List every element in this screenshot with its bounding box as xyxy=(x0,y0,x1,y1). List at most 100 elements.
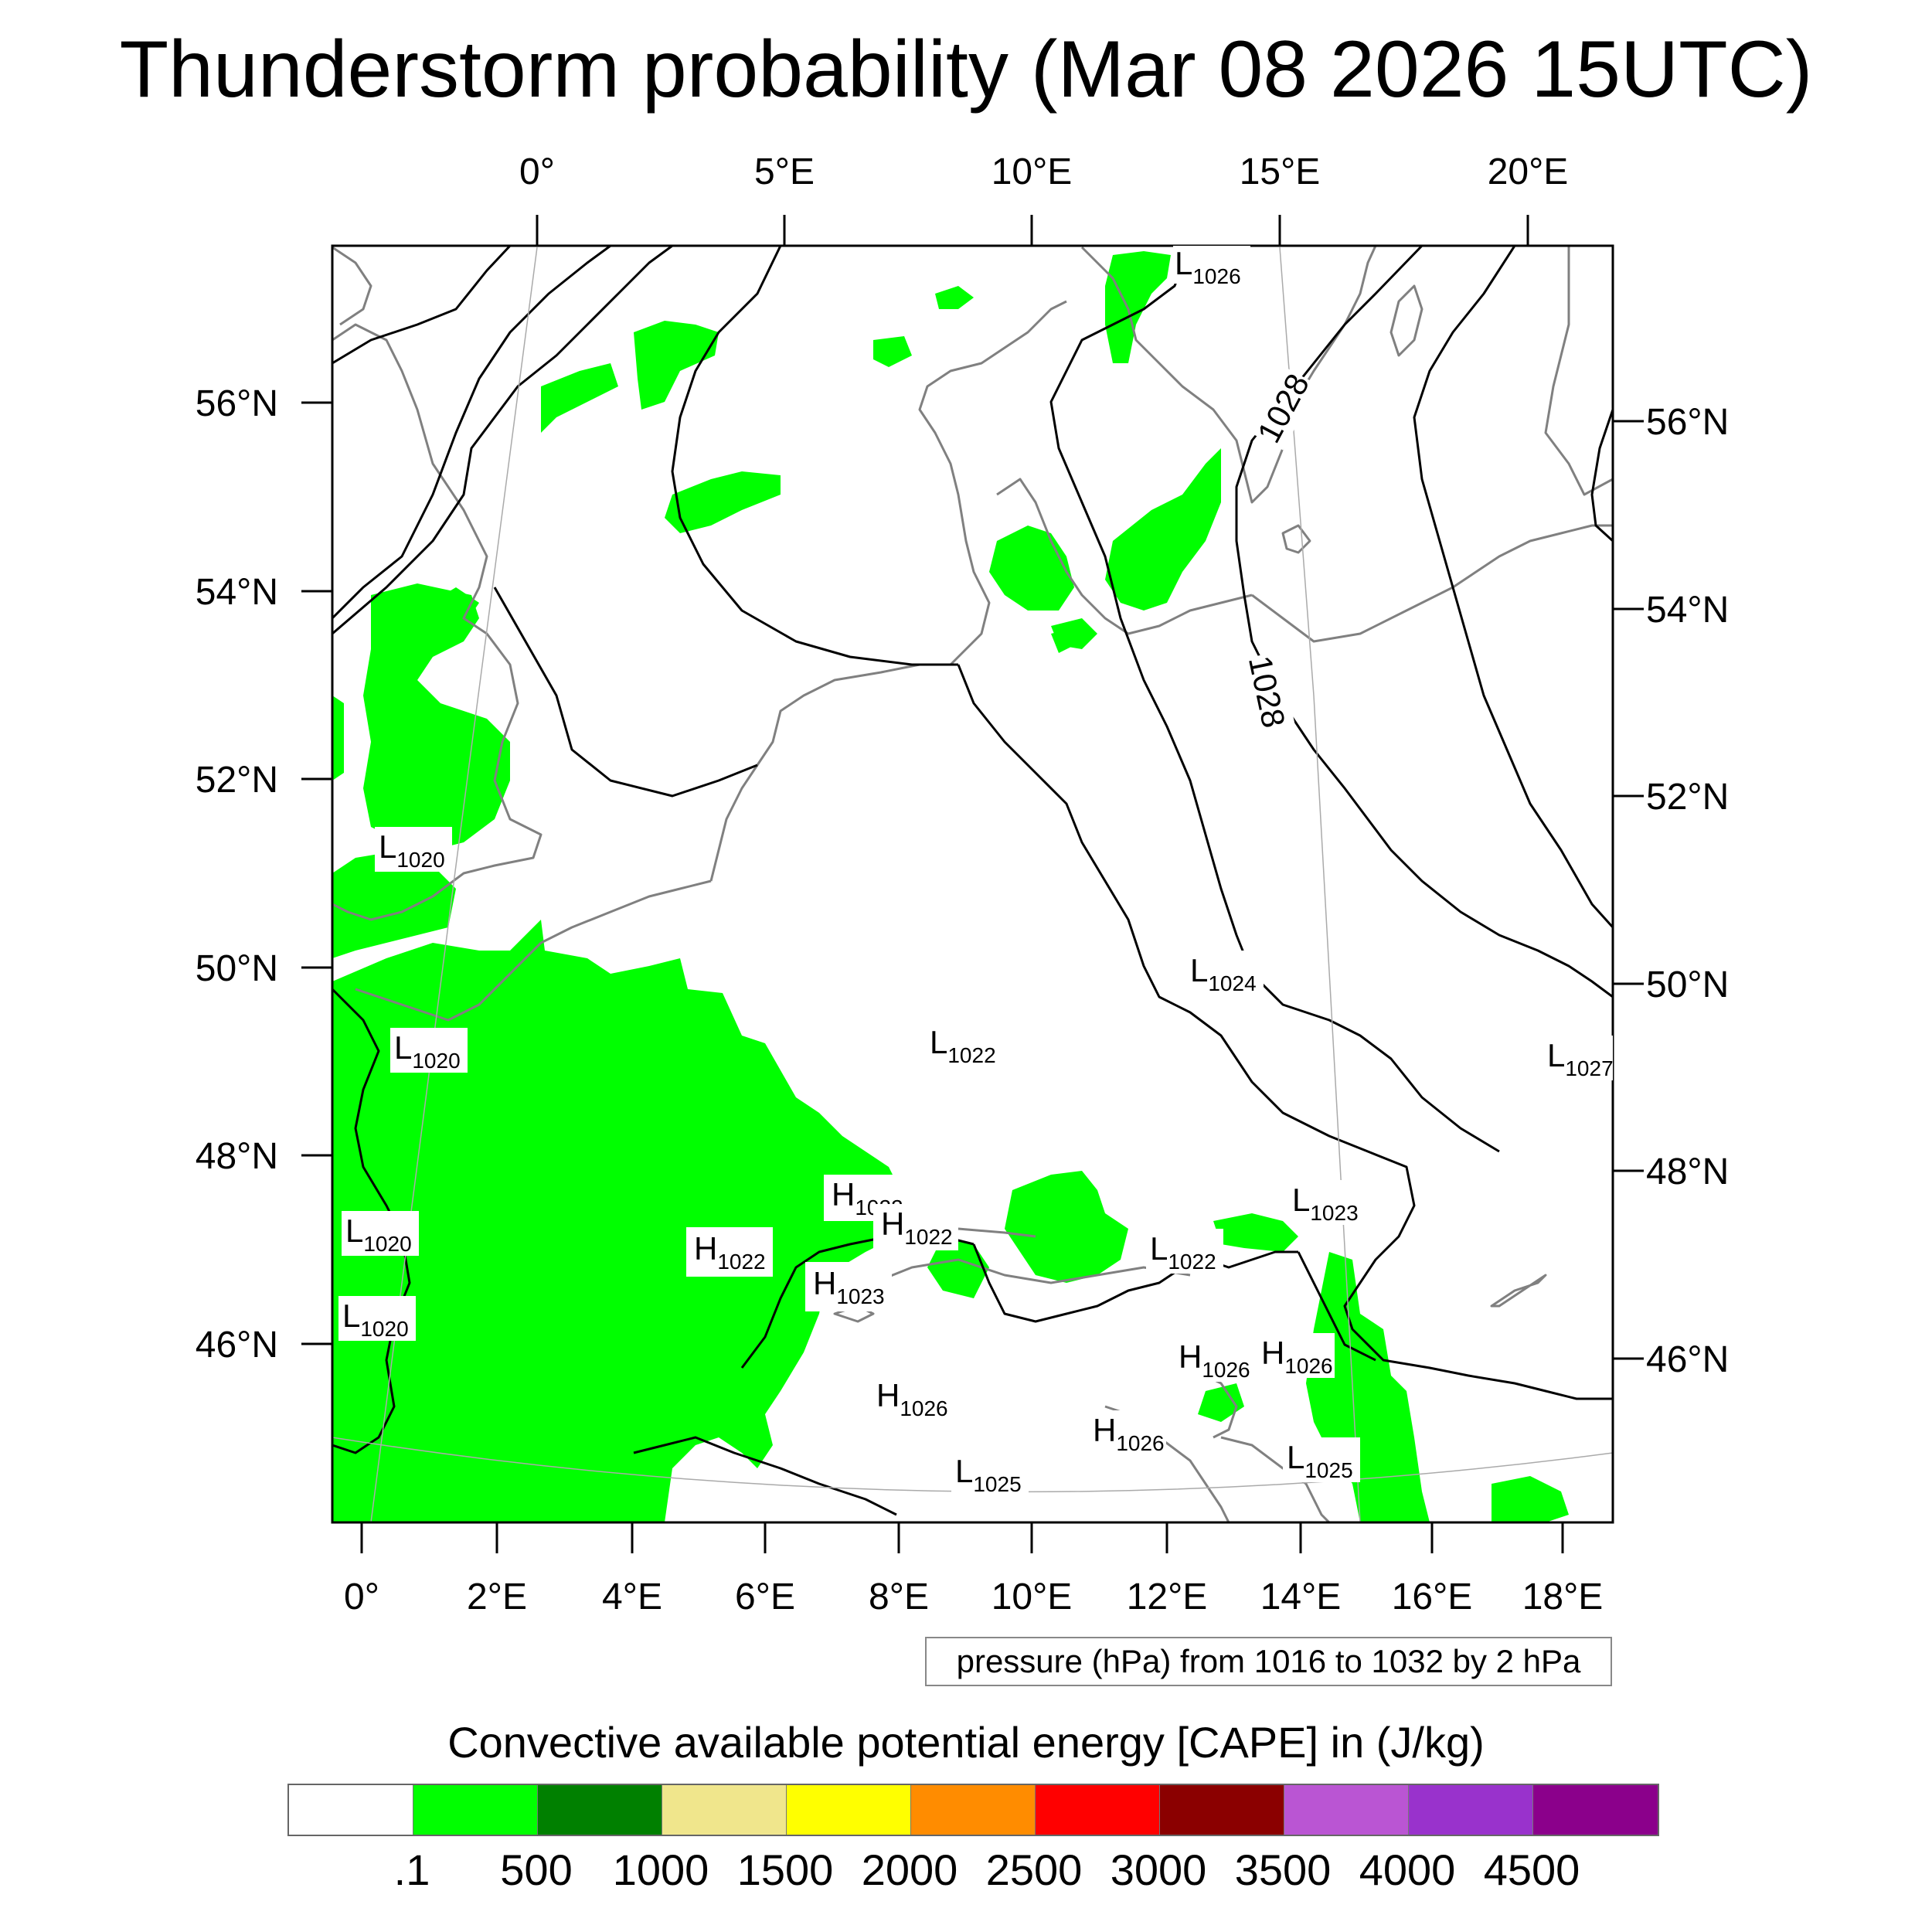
colorbar-box xyxy=(911,1785,1036,1835)
isobar-4 xyxy=(493,587,758,798)
legend-title: Convective available potential energy [C… xyxy=(447,1718,1485,1767)
pressure-centre: L1026 xyxy=(1173,245,1250,288)
bottom-lon-label: 4°E xyxy=(602,1577,662,1617)
svg-text:L1020: L1020 xyxy=(345,1213,412,1256)
pressure-centre: L1020 xyxy=(390,1028,468,1073)
cape-region-england xyxy=(363,583,510,850)
left-lat-label: 48°N xyxy=(196,1136,278,1177)
pressure-type: H xyxy=(1179,1338,1202,1375)
bottom-lon-label: 12°E xyxy=(1127,1577,1208,1617)
coastline-bornholm xyxy=(1281,524,1311,554)
svg-text:L1026: L1026 xyxy=(1175,245,1241,288)
pressure-value: 1026 xyxy=(1202,1358,1250,1382)
isobar-7 xyxy=(1049,246,1500,1153)
pressure-type: L xyxy=(345,1213,363,1249)
isobar-14 xyxy=(633,1436,897,1516)
pressure-type: H xyxy=(876,1377,900,1413)
pressure-type: H xyxy=(1261,1335,1284,1371)
coastline-gotland xyxy=(1389,284,1423,357)
svg-text:H1026: H1026 xyxy=(1261,1335,1333,1378)
colorbar-label: 2500 xyxy=(985,1845,1083,1894)
pressure-type: H xyxy=(881,1206,904,1242)
isobar-2 xyxy=(332,246,611,620)
colorbar-label: 4000 xyxy=(1359,1845,1456,1894)
colorbar-box xyxy=(1284,1785,1409,1835)
pressure-centre: L1022 xyxy=(1146,1229,1223,1274)
pressure-value: 1022 xyxy=(1168,1250,1216,1274)
right-ticks xyxy=(1613,420,1644,1360)
bottom-lon-labels: 0° 2°E 4°E 6°E 8°E 10°E 12°E 14°E 16°E 1… xyxy=(344,1577,1603,1617)
isobar-13 xyxy=(972,1243,1183,1323)
right-lat-label: 46°N xyxy=(1646,1339,1729,1380)
svg-text:H1026: H1026 xyxy=(1179,1338,1250,1382)
svg-text:H1022: H1022 xyxy=(881,1206,953,1249)
pressure-centre: H1022 xyxy=(686,1227,773,1277)
pressure-value: 1026 xyxy=(1116,1431,1164,1455)
pressure-centre: H1022 xyxy=(873,1204,958,1250)
cape-region-denmark-south xyxy=(989,526,1074,611)
svg-text:L1023: L1023 xyxy=(1292,1182,1359,1225)
cape-region-north-sea-1 xyxy=(665,471,781,533)
cape-region-adriatic xyxy=(1198,1383,1244,1422)
colorbar-label: .1 xyxy=(393,1845,430,1894)
right-lat-label: 56°N xyxy=(1646,402,1729,443)
isobar-16 xyxy=(1297,1251,1376,1362)
cape-region-north-sea-3 xyxy=(541,363,618,433)
cape-region-alps-east xyxy=(1213,1213,1298,1252)
map-frame xyxy=(331,244,1614,1524)
pressure-centre: H1026 xyxy=(1257,1333,1335,1378)
bottom-lon-label: 16°E xyxy=(1392,1577,1473,1617)
colorbar-label: 1500 xyxy=(736,1845,834,1894)
pressure-type: L xyxy=(1175,245,1192,281)
svg-text:H1026: H1026 xyxy=(876,1377,948,1420)
isobar-10 xyxy=(1590,409,1613,543)
pressure-value: 1026 xyxy=(1192,264,1240,288)
cape-region-southwest xyxy=(332,920,904,1522)
coastline-britain xyxy=(332,323,543,921)
cape-region-baltic xyxy=(1105,448,1221,611)
left-ticks xyxy=(301,401,332,1345)
map-title: Thunderstorm probability (Mar 08 2026 15… xyxy=(119,25,1813,114)
pressure-value: 1023 xyxy=(836,1284,884,1308)
pressure-type: L xyxy=(930,1024,947,1060)
coastline-france-north xyxy=(355,879,712,1022)
left-lat-label: 54°N xyxy=(196,572,278,613)
top-lon-labels: 0° 5°E 10°E 15°E 20°E xyxy=(519,151,1568,192)
colorbar-box xyxy=(1409,1785,1533,1835)
top-lon-label: 5°E xyxy=(754,151,815,192)
pressure-centre: H1026 xyxy=(1089,1410,1166,1455)
colorbar-label: 3000 xyxy=(1110,1845,1207,1894)
cape-region-po-valley xyxy=(927,1236,989,1298)
bottom-lon-label: 6°E xyxy=(735,1577,795,1617)
top-lon-label: 10°E xyxy=(992,151,1073,192)
colorbar-box xyxy=(413,1785,538,1835)
cape-region-england-north xyxy=(417,587,479,634)
colorbar xyxy=(287,1784,1659,1836)
pressure-value: 1020 xyxy=(360,1317,408,1341)
pressure-centre: L1022 xyxy=(926,1022,1003,1067)
right-lat-label: 50°N xyxy=(1646,964,1729,1005)
svg-text:L1025: L1025 xyxy=(955,1453,1022,1496)
border-alps-1 xyxy=(872,1258,1191,1284)
pressure-centre: H1026 xyxy=(1175,1337,1252,1382)
colorbar-box xyxy=(1160,1785,1284,1835)
pressure-centre: L1023 xyxy=(1288,1180,1366,1225)
colorbar-box xyxy=(538,1785,662,1835)
pressure-value: 1022 xyxy=(904,1225,952,1249)
left-lat-label: 52°N xyxy=(196,760,278,801)
coastline-benelux xyxy=(709,663,951,882)
cape-region-southeast xyxy=(1492,1476,1569,1522)
pressure-value: 1025 xyxy=(973,1472,1021,1496)
svg-text:L1020: L1020 xyxy=(342,1298,409,1341)
cape-region-sweden xyxy=(1105,251,1171,363)
bottom-lon-label: 10°E xyxy=(992,1577,1073,1617)
pressure-value: 1024 xyxy=(1208,971,1256,995)
pressure-value: 1020 xyxy=(396,848,444,872)
svg-text:L1024: L1024 xyxy=(1190,952,1257,995)
colorbar-box xyxy=(1533,1785,1658,1835)
svg-text:H1023: H1023 xyxy=(813,1265,885,1308)
bottom-lon-label: 18°E xyxy=(1522,1577,1604,1617)
isobar-9 xyxy=(1413,246,1613,929)
left-lat-label: 46°N xyxy=(196,1325,278,1366)
isobar-5 xyxy=(671,246,958,666)
